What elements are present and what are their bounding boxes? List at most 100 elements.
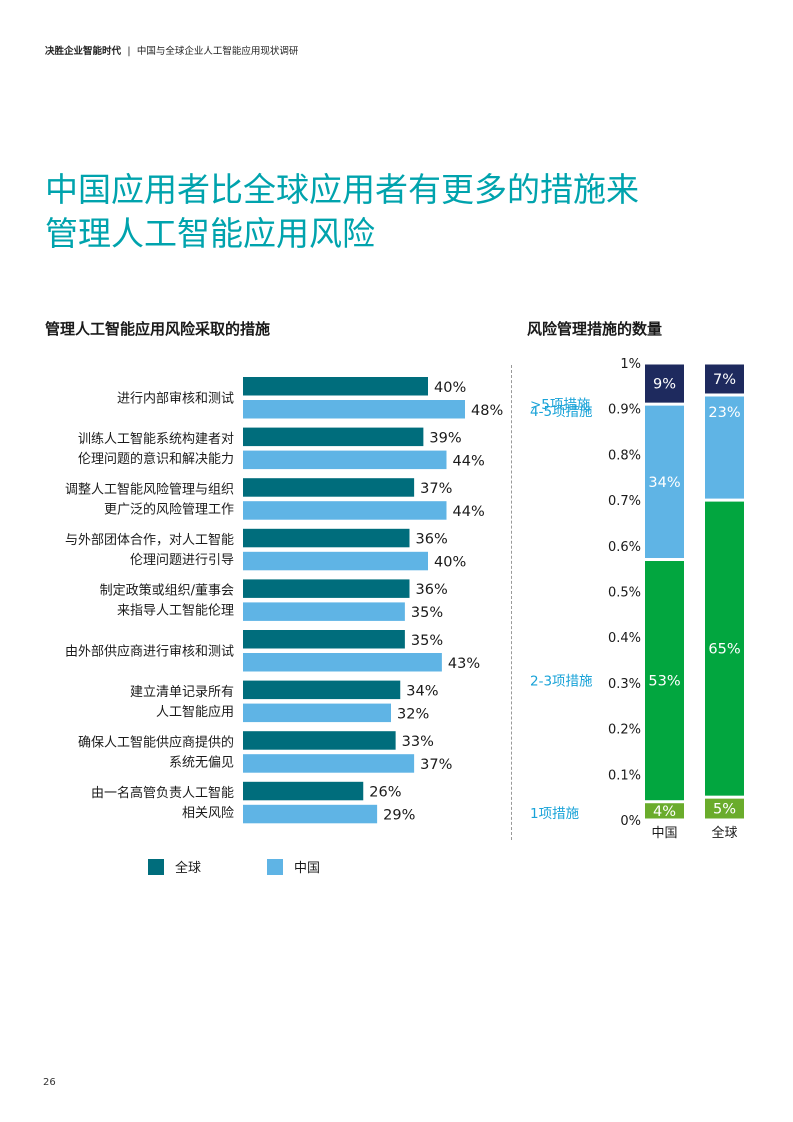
legend-swatch — [267, 859, 283, 875]
china-bar — [243, 450, 447, 470]
bar-value-label: 39% — [429, 430, 461, 446]
category-label: 确保人工智能供应商提供的系统无偏见 — [78, 734, 234, 770]
stack-segment — [645, 364, 684, 403]
legend-swatch — [148, 859, 164, 875]
global-bar — [243, 781, 364, 801]
segment-value-label: 5% — [713, 802, 736, 818]
bar-value-label: 40% — [434, 555, 466, 571]
stack-segment — [705, 501, 744, 796]
stack-segment — [645, 561, 684, 801]
measures-count-stacked-chart: 0% 0.1% 0.2% 0.3% 0.4% 0.5% 0.6% 0.7% 0.8% 0.9% 1%… — [530, 357, 744, 841]
page-number: 26 — [43, 1077, 56, 1088]
y-tick-label: 0.1% — [608, 768, 641, 783]
category-axis-label: 全球 — [711, 825, 737, 841]
bar-value-label: 40% — [434, 380, 466, 396]
segment-legend-label: 4-5项措施 — [530, 404, 593, 420]
bar-value-label: 26% — [369, 785, 401, 801]
segment-legend-label: 2-3项措施 — [530, 674, 593, 690]
category-label: 由一名高管负责人工智能相关风险 — [91, 785, 234, 821]
stack-segment — [705, 798, 744, 819]
segment-value-label: 65% — [708, 642, 740, 658]
china-bar — [243, 703, 391, 723]
category-label-line: 由一名高管负责人工智能 — [91, 785, 234, 801]
category-label-line: 相关风险 — [182, 806, 234, 821]
category-label: 建立清单记录所有人工智能应用 — [130, 685, 234, 720]
category-label-line: 由外部供应商进行审核和测试 — [65, 643, 234, 659]
category-label-line: 确保人工智能供应商提供的 — [78, 734, 234, 750]
segment-value-label: 9% — [653, 377, 676, 393]
segment-legend-label: 1项措施 — [530, 806, 580, 822]
bar-value-label: 35% — [411, 605, 443, 621]
china-bar — [243, 804, 378, 824]
global-bar — [243, 377, 428, 396]
category-label-line: 训练人工智能系统构建者对 — [78, 432, 234, 447]
china-bar — [243, 400, 465, 419]
page-title: 中国应用者比全球应用者有更多的措施来 管理人工智能应用风险 — [45, 168, 639, 256]
legend-label: 全球 — [175, 860, 201, 876]
page-title-line-1: 中国应用者比全球应用者有更多的措施来 — [45, 170, 639, 209]
category-label: 制定政策或组织/董事会来指导人工智能伦理 — [100, 583, 234, 619]
global-bar — [243, 731, 396, 750]
bar-value-label: 37% — [420, 481, 452, 497]
y-tick-label: 0.8% — [608, 448, 641, 463]
y-tick-label: 0.9% — [608, 403, 641, 418]
category-label-line: 建立清单记录所有 — [130, 685, 234, 700]
bar-chart-heading: 管理人工智能应用风险采取的措施 — [45, 320, 271, 338]
china-bar — [243, 501, 447, 520]
bar-value-label: 44% — [453, 504, 485, 520]
category-label: 与外部团体合作，对人工智能伦理问题进行引导 — [65, 533, 234, 568]
measures-bar-chart: 进行内部审核和测试 40% 48% 训练人工智能系统构建者对伦理问题的意识和解决能力 3… — [65, 377, 503, 876]
global-bar — [243, 579, 410, 598]
china-bar — [243, 602, 405, 621]
category-label-line: 与外部团体合作，对人工智能 — [65, 533, 234, 548]
category-label: 调整人工智能风险管理与组织更广泛的风险管理工作 — [65, 482, 234, 517]
china-bar — [243, 653, 442, 672]
category-axis-label: 中国 — [651, 826, 677, 841]
y-tick-label: 0% — [620, 814, 641, 829]
report-title: 决胜企业智能时代 — [45, 46, 122, 57]
segment-value-label: 53% — [648, 674, 680, 690]
category-label: 进行内部审核和测试 — [117, 390, 234, 406]
bar-value-label: 29% — [383, 808, 415, 824]
segment-legend-label: >5项措施 — [530, 397, 591, 413]
category-label-line: 来指导人工智能伦理 — [117, 604, 234, 619]
page-title-line-2: 管理人工智能应用风险 — [45, 214, 375, 253]
category-label: 训练人工智能系统构建者对伦理问题的意识和解决能力 — [78, 432, 234, 467]
category-label-line: 伦理问题进行引导 — [130, 553, 234, 568]
category-label-line: 更广泛的风险管理工作 — [104, 501, 234, 517]
legend-label: 中国 — [294, 861, 320, 876]
bar-value-label: 48% — [471, 403, 503, 419]
bar-value-label: 36% — [416, 582, 448, 598]
china-bar — [243, 551, 428, 571]
segment-value-label: 34% — [648, 475, 680, 491]
global-bar — [243, 528, 410, 548]
bar-value-label: 32% — [397, 706, 429, 722]
category-label-line: 伦理问题的意识和解决能力 — [78, 451, 234, 467]
bar-value-label: 37% — [420, 757, 452, 773]
segment-value-label: 4% — [653, 804, 676, 820]
bar-value-label: 44% — [453, 453, 485, 469]
global-bar — [243, 630, 405, 649]
y-tick-label: 0.4% — [608, 631, 641, 646]
global-bar — [243, 478, 415, 497]
y-tick-label: 0.6% — [608, 540, 641, 555]
bar-value-label: 34% — [406, 683, 438, 699]
header-separator: | — [127, 46, 131, 57]
bar-value-label: 43% — [448, 656, 480, 672]
bar-value-label: 35% — [411, 633, 443, 649]
bar-value-label: 36% — [416, 532, 448, 548]
segment-value-label: 7% — [713, 372, 736, 388]
category-label: 由外部供应商进行审核和测试 — [65, 643, 234, 659]
category-label-line: 制定政策或组织/董事会 — [100, 583, 234, 599]
stack-segment — [645, 803, 684, 819]
global-bar — [243, 680, 401, 700]
category-label-line: 人工智能应用 — [156, 704, 234, 720]
stack-segment — [645, 405, 684, 559]
y-tick-label: 0.5% — [608, 586, 641, 601]
category-label-line: 进行内部审核和测试 — [117, 390, 234, 406]
global-bar — [243, 427, 424, 447]
stack-segment — [705, 396, 744, 499]
category-label-line: 系统无偏见 — [169, 755, 234, 770]
running-header: 决胜企业智能时代 | 中国与全球企业人工智能应用现状调研 — [45, 43, 298, 57]
y-tick-label: 0.7% — [608, 494, 641, 509]
